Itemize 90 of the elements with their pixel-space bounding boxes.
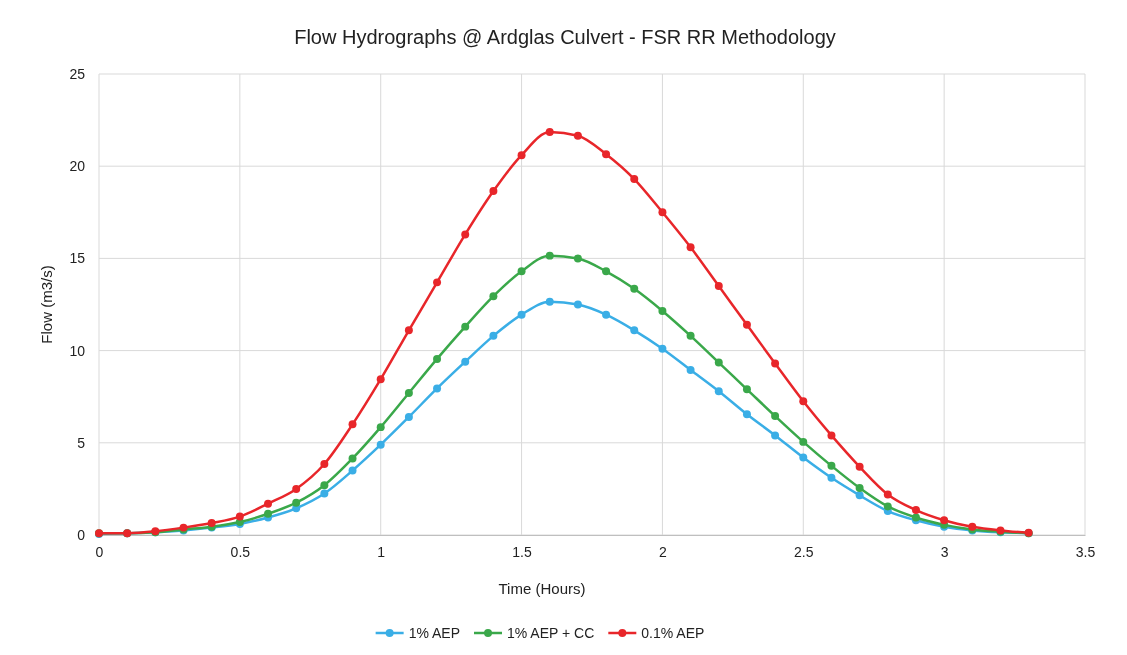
point xyxy=(602,150,611,159)
point xyxy=(376,375,385,384)
point xyxy=(686,365,695,374)
y-tick-label: 5 xyxy=(77,434,86,451)
point xyxy=(630,284,639,293)
point xyxy=(320,481,329,490)
point xyxy=(799,397,808,406)
point xyxy=(714,387,723,396)
point xyxy=(517,267,526,276)
point xyxy=(686,243,695,252)
point xyxy=(799,437,808,446)
point xyxy=(742,410,751,419)
point xyxy=(940,516,949,525)
point xyxy=(348,466,357,475)
point xyxy=(320,489,329,498)
point xyxy=(545,297,554,306)
point xyxy=(855,484,864,492)
point xyxy=(404,413,413,421)
point xyxy=(404,326,413,335)
point xyxy=(714,358,723,367)
legend-label: 1% AEP + CC xyxy=(507,624,595,641)
point xyxy=(658,208,667,217)
point xyxy=(827,431,836,440)
point xyxy=(799,453,808,462)
point xyxy=(489,292,498,301)
point xyxy=(433,354,442,363)
point xyxy=(264,509,273,518)
point xyxy=(630,326,639,335)
point xyxy=(292,484,301,493)
x-tick-label: 0.5 xyxy=(230,543,251,560)
point xyxy=(573,300,582,309)
point xyxy=(433,384,442,393)
point xyxy=(771,359,780,368)
x-axis-title: Time (Hours) xyxy=(498,580,586,597)
legend-label: 0.1% AEP xyxy=(641,624,705,641)
point xyxy=(602,310,611,319)
y-tick-label: 15 xyxy=(69,250,86,267)
point xyxy=(658,344,667,353)
point xyxy=(855,462,864,471)
point xyxy=(827,461,836,470)
point xyxy=(235,512,244,521)
x-tick-label: 2.5 xyxy=(794,543,814,560)
y-tick-label: 25 xyxy=(69,65,86,82)
x-tick-label: 1 xyxy=(377,543,386,560)
point xyxy=(376,440,385,449)
point xyxy=(264,499,273,508)
point xyxy=(545,128,554,137)
point xyxy=(827,473,836,482)
point xyxy=(686,331,695,340)
point xyxy=(433,278,442,287)
point xyxy=(883,502,892,511)
point xyxy=(630,175,639,184)
point xyxy=(771,431,780,440)
point xyxy=(573,131,582,140)
point xyxy=(658,306,667,315)
point xyxy=(742,320,751,329)
point xyxy=(461,230,470,239)
point xyxy=(292,498,301,507)
x-tick-label: 3.5 xyxy=(1075,543,1096,560)
x-tick-label: 1.5 xyxy=(512,543,533,560)
point xyxy=(911,506,920,515)
point xyxy=(883,490,892,499)
y-axis-title: Flow (m3/s) xyxy=(38,265,55,344)
point xyxy=(855,491,864,500)
x-tick-label: 3 xyxy=(940,543,949,560)
y-tick-label: 10 xyxy=(69,342,86,359)
point xyxy=(348,454,357,463)
x-tick-label: 0 xyxy=(95,543,104,560)
point xyxy=(545,251,554,260)
point xyxy=(714,282,723,291)
point xyxy=(489,187,498,196)
y-tick-label: 20 xyxy=(69,158,86,175)
point xyxy=(404,389,413,397)
legend-label: 1% AEP xyxy=(408,624,461,641)
chart-title: Flow Hydrographs @ Ardglas Culvert - FSR RR Methodology xyxy=(294,26,836,48)
point xyxy=(461,357,470,366)
y-tick-label: 0 xyxy=(77,526,86,543)
point xyxy=(517,310,526,319)
point xyxy=(376,423,385,432)
point xyxy=(602,267,611,276)
point xyxy=(207,519,216,527)
x-tick-label: 2 xyxy=(659,543,668,560)
point xyxy=(489,331,498,340)
point xyxy=(771,412,780,421)
point xyxy=(742,385,751,394)
point xyxy=(517,151,526,160)
point xyxy=(461,322,470,331)
point xyxy=(320,460,329,468)
point xyxy=(348,420,357,429)
point xyxy=(573,254,582,263)
